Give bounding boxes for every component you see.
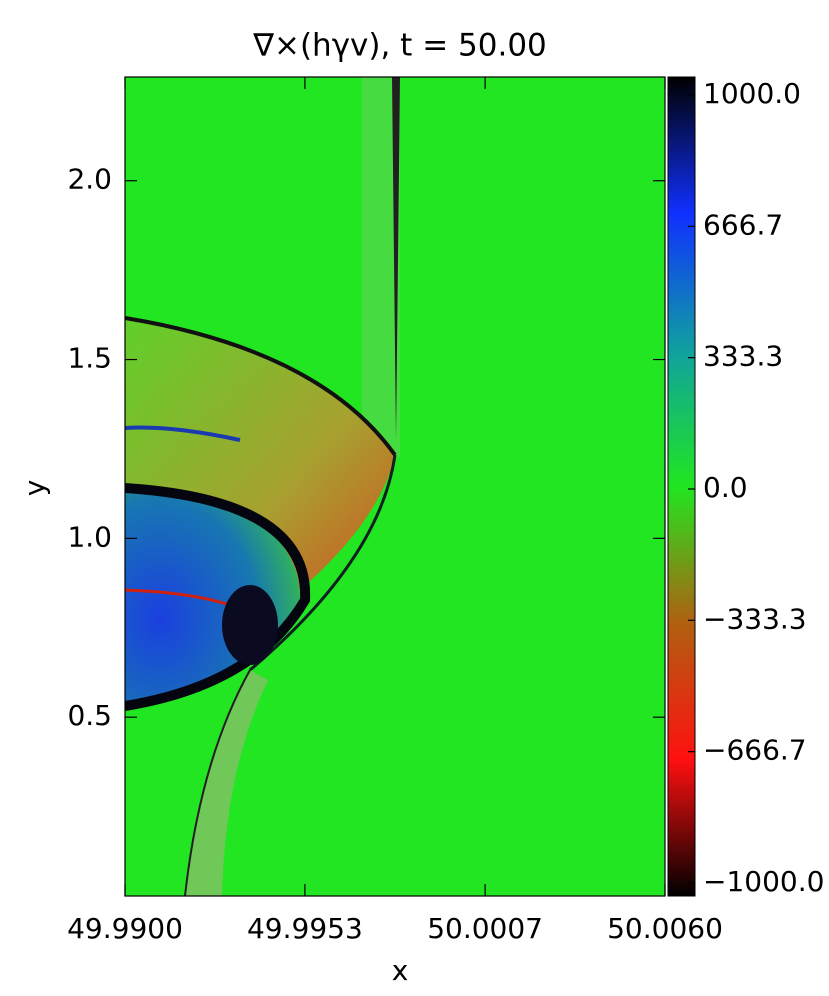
inner-region: [125, 490, 300, 705]
plot-frame: [124, 76, 666, 897]
vortex: [222, 585, 278, 665]
shock-front: [125, 316, 397, 457]
chart-title: ∇×(hγv), t = 50.00: [252, 28, 547, 64]
y-tick-label: 0.5: [67, 699, 112, 732]
colorbar: [667, 76, 696, 897]
filament: [125, 425, 241, 442]
y-tick-label: 2.0: [67, 163, 112, 196]
y-tick-label: 1.5: [67, 342, 112, 375]
colorbar-tick-label: 333.3: [703, 340, 783, 373]
colorbar-tick-label: 1000.0: [703, 77, 801, 110]
x-tick-label: 50.0007: [427, 912, 543, 945]
colorbar-tick-label: −666.7: [703, 734, 807, 767]
x-tick-label: 50.0060: [607, 912, 723, 945]
colorbar-tick-label: 666.7: [703, 208, 783, 241]
field-image: [125, 77, 665, 896]
x-tick-label: 49.9900: [67, 912, 183, 945]
stem: [185, 670, 268, 896]
y-tick-label: 1.0: [67, 520, 112, 553]
inner-boundary: [125, 483, 311, 711]
bow-edge: [249, 454, 397, 672]
streak-core: [392, 77, 400, 440]
colorbar-tick-label: 0.0: [703, 471, 748, 504]
x-tick-label: 49.9953: [247, 912, 363, 945]
stem-edge: [184, 669, 251, 896]
x-axis-label: x: [392, 954, 409, 987]
colorbar-tick-label: −1000.0: [703, 865, 824, 898]
y-axis-label: y: [18, 480, 51, 497]
colorbar-tick-label: −333.3: [703, 602, 807, 635]
filament: [125, 588, 231, 607]
